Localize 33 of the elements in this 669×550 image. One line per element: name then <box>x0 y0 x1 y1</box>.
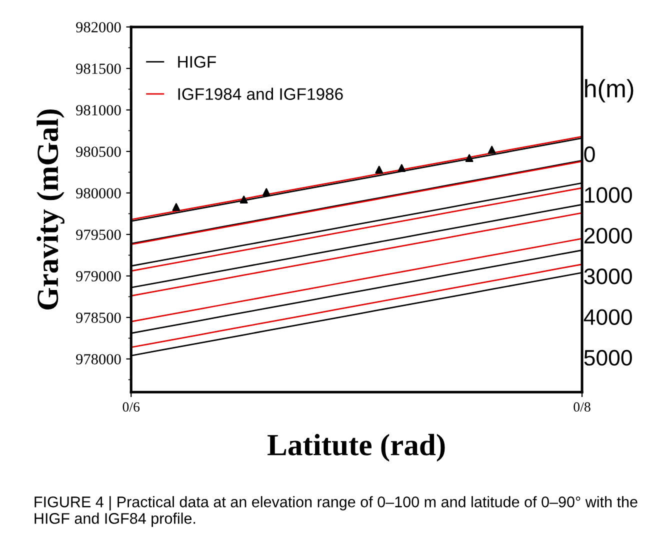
text: 3000 <box>584 268 632 284</box>
text: 1000 <box>585 187 632 203</box>
text: 4000 <box>584 309 632 325</box>
y-tick-label: 979500 <box>76 230 121 240</box>
y-tick-label: 980000 <box>76 188 121 198</box>
point <box>398 164 406 172</box>
line-series <box>131 212 582 297</box>
x-tick-label: 0/6 <box>122 402 140 412</box>
text: h(m) <box>585 79 634 102</box>
line-series <box>131 238 582 322</box>
point <box>172 203 180 212</box>
point <box>240 196 248 204</box>
point <box>262 188 270 196</box>
y-tick-label: 978500 <box>76 312 121 323</box>
text: 2000 <box>584 228 632 244</box>
y-axis-title: Gravity (mGal) <box>36 109 64 310</box>
x-tick-label: 0/8 <box>574 402 590 412</box>
line-series <box>131 264 582 348</box>
text: 5000 <box>584 350 632 366</box>
legend-label: HIGF <box>178 56 216 68</box>
legend-label: IGF1984 and IGF1986 <box>178 88 343 100</box>
y-tick-label: 982000 <box>76 22 121 32</box>
y-tick-label: 978000 <box>76 354 121 364</box>
y-tick-label: 981500 <box>76 64 121 74</box>
point <box>465 154 474 162</box>
y-tick-label: 980500 <box>76 146 121 157</box>
text: 0 <box>584 146 595 162</box>
caption: FIGURE 4 | Practical data at an elevation range of 0–100 m and latitude of 0–90° with the HIGF and IGF84 profile. <box>34 496 638 527</box>
point <box>488 146 496 154</box>
x-axis-title: Latitute (rad) <box>268 434 445 462</box>
y-tick-label: 979000 <box>76 271 121 282</box>
y-tick-label: 981000 <box>76 105 121 116</box>
point <box>375 166 384 174</box>
